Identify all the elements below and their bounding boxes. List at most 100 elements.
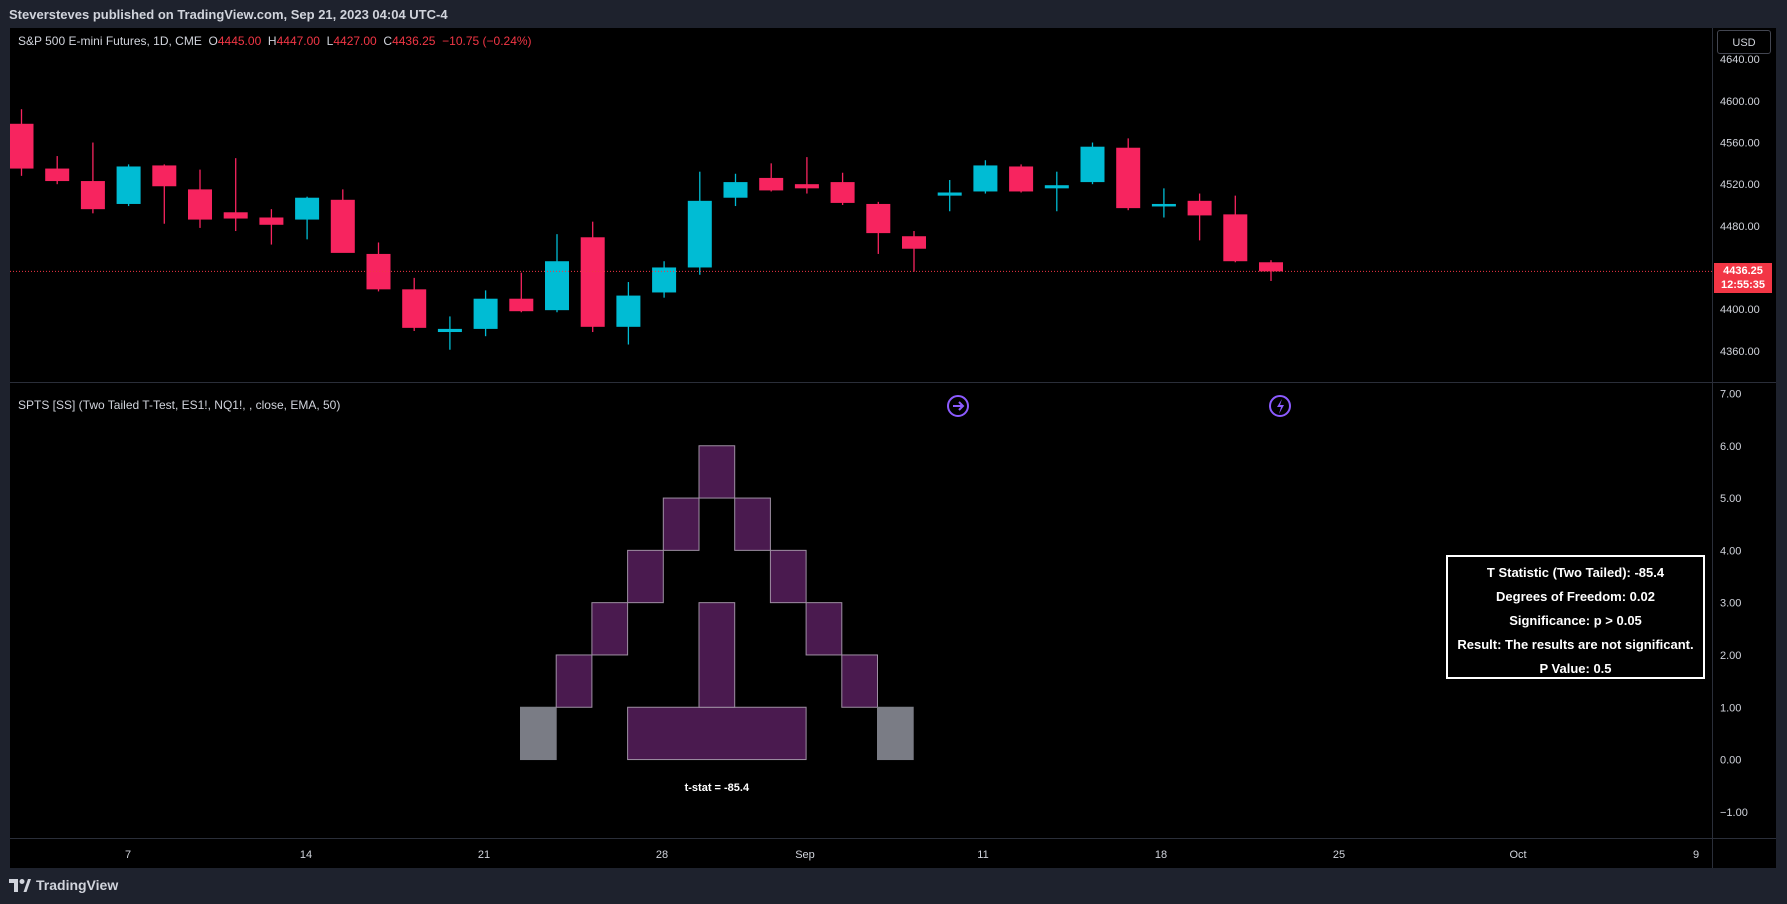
open-value: 4445.00 [217, 34, 262, 48]
indicator-tick-label: −1.00 [1720, 807, 1748, 819]
time-tick-label: Sep [795, 849, 815, 861]
candle-body [1259, 262, 1283, 272]
tradingview-logo-icon [9, 878, 31, 892]
candle-body [295, 197, 320, 220]
time-tick-label: 7 [125, 849, 131, 861]
base-box [877, 706, 914, 761]
candle-body [1044, 185, 1069, 189]
t-stat-label: t-stat = -85.4 [685, 782, 750, 794]
pyramid-box [591, 602, 629, 656]
candle-body [1080, 146, 1105, 183]
pyramid-box [627, 706, 807, 761]
tradingview-logo[interactable]: TradingView [9, 877, 118, 893]
chart-canvas[interactable]: 4360.004400.004440.004480.004520.004560.… [10, 28, 1776, 868]
price-tick-label: 4400.00 [1720, 304, 1760, 316]
candle-body [723, 182, 748, 198]
time-tick-label: 21 [478, 849, 490, 861]
candle-body [45, 168, 70, 182]
candle-body [330, 199, 355, 253]
indicator-legend[interactable]: SPTS [SS] (Two Tailed T-Test, ES1!, NQ1!… [18, 398, 341, 412]
pyramid-box [555, 654, 593, 708]
arrow-right-icon [953, 401, 965, 411]
candle-body [794, 184, 819, 189]
candle-body [973, 165, 998, 192]
candle-body [473, 298, 498, 329]
candle-body [830, 182, 855, 203]
indicator-tick-label: 4.00 [1720, 545, 1741, 557]
time-tick-label: 14 [300, 849, 312, 861]
time-tick-label: 25 [1333, 849, 1345, 861]
publish-header: Steversteves published on TradingView.co… [0, 0, 1787, 28]
indicator-tick-label: 5.00 [1720, 493, 1741, 505]
candle-body [759, 177, 784, 191]
indicator-tick-label: 1.00 [1720, 702, 1741, 714]
stats-row-result: Result: The results are not significant. [1457, 637, 1694, 652]
last-price-tag: 4436.25 12:55:35 [1714, 263, 1772, 293]
indicator-tick-label: 6.00 [1720, 441, 1741, 453]
indicator-tick-label: 3.00 [1720, 598, 1741, 610]
stats-row-significance: Significance: p > 0.05 [1509, 613, 1642, 628]
stats-row-p-value: P Value: 0.5 [1539, 661, 1612, 676]
change-value: −10.75 (−0.24%) [442, 34, 532, 48]
candle-body [437, 328, 462, 333]
candle-body [188, 189, 212, 220]
candle-body [1187, 200, 1212, 216]
price-tick-label: 4560.00 [1720, 138, 1760, 150]
symbol-title[interactable]: S&P 500 E-mini Futures, 1D, CME [18, 34, 202, 48]
candle-body [509, 298, 534, 312]
indicator-tick-label: 0.00 [1720, 755, 1741, 767]
close-value: 4436.25 [392, 34, 436, 48]
candle-body [580, 237, 605, 327]
candle-body [80, 181, 105, 210]
low-value: 4427.00 [333, 34, 377, 48]
time-tick-label: Oct [1509, 849, 1526, 861]
pyramid-box [734, 497, 771, 551]
candle-body [223, 212, 248, 219]
low-label: L [326, 34, 334, 48]
candle-body [116, 166, 141, 204]
price-tick-label: 4640.00 [1720, 54, 1760, 66]
time-tick-label: 28 [656, 849, 668, 861]
price-tick-label: 4600.00 [1720, 96, 1760, 108]
open-label: O [208, 34, 218, 48]
pyramid-box [698, 602, 736, 708]
base-box [520, 706, 557, 761]
time-tick-label: 18 [1155, 849, 1167, 861]
candle-body [902, 236, 926, 249]
logo-text: TradingView [36, 877, 119, 893]
candle-body [1009, 166, 1034, 192]
candle-body [616, 295, 641, 327]
high-value: 4447.00 [276, 34, 320, 48]
candle-body [937, 192, 962, 196]
lightning-icon [1277, 399, 1284, 414]
time-tick-label: 9 [1693, 849, 1699, 861]
candle-body [152, 165, 177, 187]
pyramid-box [841, 654, 878, 708]
pyramid-box [769, 549, 807, 604]
candle-body [402, 289, 427, 328]
candle-body [1151, 203, 1176, 207]
pyramid-box [698, 445, 736, 499]
indicator-tick-label: 2.00 [1720, 650, 1741, 662]
currency-button[interactable]: USD [1717, 30, 1771, 54]
stats-table: T Statistic (Two Tailed): -85.4 Degrees … [1446, 555, 1705, 679]
pyramid-box [805, 602, 843, 656]
price-tick-label: 4520.00 [1720, 179, 1760, 191]
candle-body [259, 217, 284, 225]
indicator-tick-label: 7.00 [1720, 388, 1741, 400]
high-label: H [267, 34, 277, 48]
time-tick-label: 11 [977, 849, 988, 861]
stats-row-degrees-of-freedom: Degrees of Freedom: 0.02 [1496, 589, 1655, 604]
candle-body [1116, 147, 1141, 209]
chart-frame[interactable]: 4360.004400.004440.004480.004520.004560.… [10, 28, 1776, 868]
close-label: C [383, 34, 393, 48]
pyramid-box [627, 549, 664, 604]
stats-row-t-statistic: T Statistic (Two Tailed): -85.4 [1486, 565, 1665, 580]
price-tick-label: 4360.00 [1720, 346, 1760, 358]
bar-countdown: 12:55:35 [1720, 279, 1766, 291]
pyramid-box [662, 497, 700, 551]
last-price-value: 4436.25 [1723, 265, 1763, 277]
price-tick-label: 4480.00 [1720, 221, 1760, 233]
candle-body [687, 200, 712, 268]
candle-body [545, 261, 569, 311]
